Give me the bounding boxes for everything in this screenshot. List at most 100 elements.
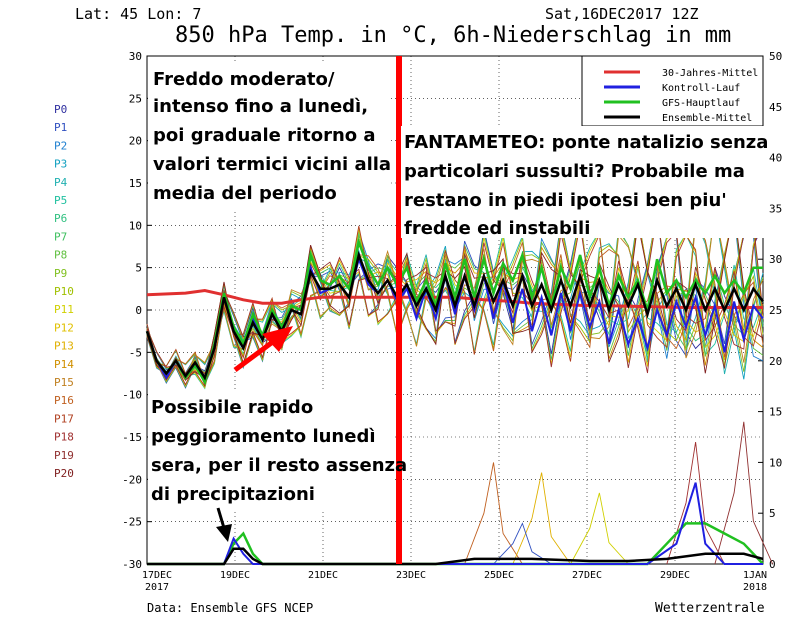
main-lines [145,237,764,566]
legend-label-gfs: GFS-Hauptlauf [662,98,740,109]
y-right-tick-label: 30 [769,253,782,266]
y-right-tick-label: 10 [769,456,782,469]
precip-member-line [714,421,774,565]
member-label: P14 [54,358,74,371]
red-arrow [233,326,293,373]
y-axis-left: 30 25 20 15 10 5 0 -5 -10 -15 -20 -25 -30 [122,50,152,571]
member-label: P9 [54,267,67,280]
annotation-bottom-left-bg [148,392,393,510]
member-label: P3 [54,158,67,171]
y-left-tick-label: -25 [122,516,142,529]
member-label: P4 [54,176,68,189]
annotation-right-line-3: restano in piedi ipotesi ben piu' [404,190,727,211]
precip-member-line [570,492,629,565]
annotation-top-left: Freddo moderato/ intenso fino a lunedì, … [148,62,391,212]
annotation-bottom-left-line-3: sera, per il resto assenza [151,455,407,476]
annotation-right-line-4: fredde ed instabili [404,218,590,239]
black-arrow [216,507,232,542]
member-label: P8 [54,249,67,262]
y-right-tick-label: 0 [769,558,776,571]
member-label: P7 [54,230,67,243]
member-label: P11 [54,303,74,316]
ensemble-members-list: P0 P1 P2 P3 P4 P5 P6 P7 P8 P9 P10 P11 P12 P13 P14 P15 P1… [54,103,74,480]
y-left-tick-label: 5 [135,262,142,275]
x-tick-label: 21DEC [308,570,338,581]
y-left-tick-label: -10 [122,389,142,402]
y-left-tick-label: -15 [122,431,142,444]
annotation-right-line-1: FANTAMETEO: ponte natalizio senza [404,132,768,153]
x-tick-label: 25DEC [484,570,514,581]
y-left-tick-label: 10 [129,219,142,232]
member-label: P5 [54,194,67,207]
y-left-tick-label: 15 [129,177,142,190]
annotation-bottom-left-line-4: di precipitazioni [151,484,315,505]
y-right-tick-label: 35 [769,202,782,215]
member-label: P0 [54,103,67,116]
x-tick-label: 23DEC [396,570,426,581]
y-left-tick-label: 0 [135,304,142,317]
y-right-tick-label: 25 [769,304,782,317]
legend-label-mittel: 30-Jahres-Mittel [662,68,758,79]
member-label: P13 [54,340,74,353]
member-label: P20 [54,467,74,480]
legend: 30-Jahres-Mittel Kontroll-Lauf GFS-Haupt… [581,55,764,127]
member-label: P16 [54,394,74,407]
member-label: P19 [54,449,74,462]
annotation-top-left-bg [148,62,388,212]
legend-label-kontroll: Kontroll-Lauf [662,83,740,94]
y-left-tick-label: -5 [129,346,142,359]
y-left-tick-label: -30 [122,558,142,571]
y-left-tick-label: -20 [122,473,142,486]
y-right-tick-label: 50 [769,50,782,63]
annotation-right: FANTAMETEO: ponte natalizio senza partic… [401,126,768,239]
ensemble-line [145,250,764,381]
precip-member-line [666,442,725,565]
member-label: P2 [54,139,67,152]
legend-label-ensemble: Ensemble-Mittel [662,113,752,124]
annotation-bottom-left-line-2: peggioramento lunedì [151,426,376,447]
chart-title: 850 hPa Temp. in °C, 6h-Niederschlag in … [175,23,731,48]
x-tick-sublabel: 2018 [743,582,767,593]
footer-source: Data: Ensemble GFS NCEP [147,601,313,615]
x-tick-label: 1JAN [743,570,767,581]
member-label: P10 [54,285,74,298]
annotation-top-left-line-2: intenso fino a lunedì, [153,96,368,117]
y-right-tick-label: 20 [769,355,782,368]
y-right-tick-label: 40 [769,152,782,165]
annotation-right-bg [401,126,764,238]
y-right-tick-label: 15 [769,406,782,419]
run-label: Sat,16DEC2017 12Z [545,5,699,23]
legend-box [581,55,764,127]
annotation-bottom-left-line-1: Possibile rapido [151,397,313,418]
y-right-tick-label: 5 [769,507,776,520]
member-line [146,209,764,380]
x-tick-label: 19DEC [220,570,250,581]
x-tick-sublabel: 2017 [145,582,169,593]
member-label: P15 [54,376,74,389]
annotation-right-line-2: particolari sussulti? Probabile ma [404,161,745,182]
x-tick-label: 17DEC [142,570,172,581]
precip-kontroll-line [147,482,763,565]
y-left-tick-label: 20 [129,135,142,148]
x-tick-label: 29DEC [660,570,690,581]
member-label: P6 [54,212,67,225]
precip-member-line [464,462,523,565]
footer-brand: Wetterzentrale [655,601,765,616]
y-left-tick-label: 25 [129,92,142,105]
member-label: P18 [54,431,74,444]
precip-member-line [493,522,552,565]
y-right-tick-label: 45 [769,101,782,114]
x-tick-label: 27DEC [572,570,602,581]
annotation-top-left-line-1: Freddo moderato/ [153,69,335,90]
member-label: P1 [54,121,67,134]
annotation-top-left-line-5: media del periodo [153,183,337,204]
precip-ensemble-line [147,547,764,566]
annotation-bottom-left: Possibile rapido peggioramento lunedì se… [148,392,407,510]
member-label: P17 [54,412,74,425]
coords-label: Lat: 45 Lon: 7 [75,5,201,23]
member-label: P12 [54,321,74,334]
y-left-tick-label: 30 [129,50,142,63]
